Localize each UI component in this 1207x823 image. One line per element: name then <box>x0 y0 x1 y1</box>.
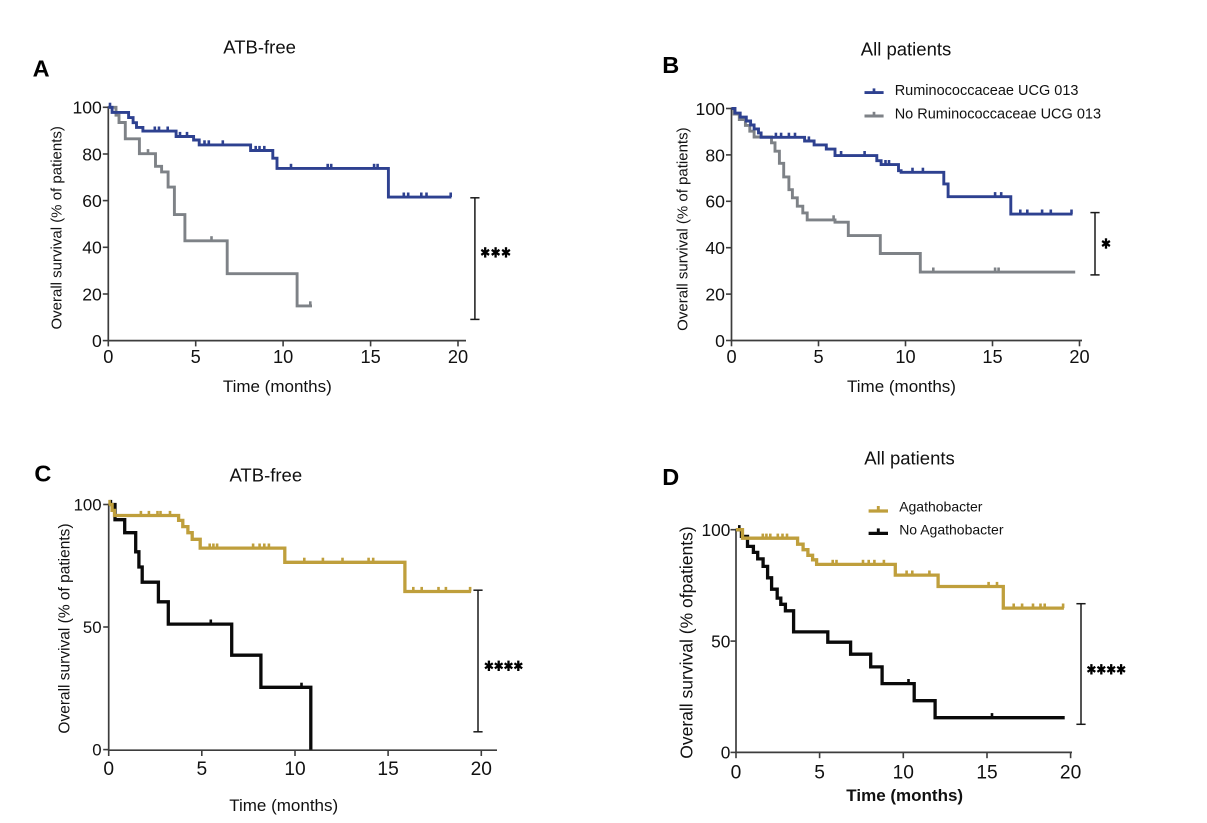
svg-text:ATB-free: ATB-free <box>223 37 296 58</box>
svg-text:20: 20 <box>448 347 468 367</box>
svg-text:0: 0 <box>92 331 102 351</box>
svg-text:20: 20 <box>471 759 492 780</box>
svg-text:80: 80 <box>82 144 102 164</box>
svg-text:10: 10 <box>273 347 293 367</box>
svg-text:100: 100 <box>702 520 731 540</box>
svg-text:100: 100 <box>74 496 102 515</box>
svg-text:0: 0 <box>103 759 114 780</box>
svg-text:20: 20 <box>1060 762 1081 783</box>
svg-text:0: 0 <box>726 347 736 367</box>
svg-text:Overall survival (% ofpatients: Overall survival (% ofpatients) <box>677 526 697 758</box>
svg-text:60: 60 <box>705 192 725 212</box>
svg-text:5: 5 <box>813 347 823 367</box>
svg-text:Overall survival (% of patient: Overall survival (% of patients) <box>49 126 66 329</box>
svg-text:No Ruminococcaceae UCG 013: No Ruminococcaceae UCG 013 <box>895 106 1101 122</box>
svg-text:All patients: All patients <box>861 38 952 59</box>
svg-text:20: 20 <box>1069 347 1089 367</box>
svg-text:0: 0 <box>731 762 742 783</box>
svg-text:50: 50 <box>83 618 102 637</box>
svg-text:80: 80 <box>705 145 725 165</box>
svg-text:C: C <box>34 461 51 487</box>
svg-text:Overall survival (% of patient: Overall survival (% of patients) <box>674 127 691 330</box>
svg-text:40: 40 <box>705 238 725 258</box>
svg-text:60: 60 <box>82 191 102 211</box>
svg-text:B: B <box>662 52 679 78</box>
svg-text:Ruminococcaceae UCG 013: Ruminococcaceae UCG 013 <box>895 83 1079 99</box>
svg-text:10: 10 <box>284 759 305 780</box>
svg-text:15: 15 <box>377 759 398 780</box>
svg-text:Overall survival (% of patient: Overall survival (% of patients) <box>57 523 74 733</box>
svg-text:40: 40 <box>82 238 102 258</box>
svg-text:5: 5 <box>191 347 201 367</box>
svg-text:Time (months): Time (months) <box>229 796 338 815</box>
svg-text:Time (months): Time (months) <box>223 377 332 396</box>
svg-text:D: D <box>662 464 679 490</box>
svg-text:Agathobacter: Agathobacter <box>899 499 983 515</box>
svg-text:0: 0 <box>103 347 113 367</box>
svg-text:5: 5 <box>814 762 825 783</box>
svg-text:20: 20 <box>82 284 102 304</box>
svg-text:10: 10 <box>893 762 914 783</box>
svg-text:All patients: All patients <box>864 448 955 469</box>
svg-text:15: 15 <box>982 347 1002 367</box>
svg-text:20: 20 <box>705 285 725 305</box>
svg-text:0: 0 <box>715 331 725 351</box>
svg-text:Time (months): Time (months) <box>847 377 956 396</box>
svg-text:50: 50 <box>711 631 730 651</box>
svg-text:5: 5 <box>196 759 207 780</box>
svg-text:15: 15 <box>976 762 997 783</box>
svg-text:100: 100 <box>696 99 726 119</box>
svg-text:0: 0 <box>721 743 731 763</box>
svg-text:ATB-free: ATB-free <box>229 465 302 486</box>
svg-text:10: 10 <box>895 347 915 367</box>
svg-text:Time (months): Time (months) <box>846 786 963 805</box>
svg-text:No Agathobacter: No Agathobacter <box>899 522 1004 538</box>
svg-text:A: A <box>33 56 50 82</box>
svg-text:100: 100 <box>72 98 102 118</box>
svg-text:0: 0 <box>92 741 101 760</box>
svg-text:15: 15 <box>360 347 380 367</box>
